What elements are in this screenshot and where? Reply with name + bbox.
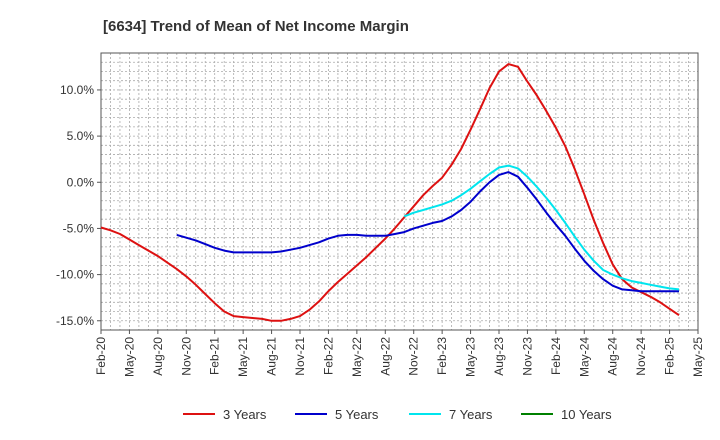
y-tick-label: -5.0% bbox=[63, 221, 95, 235]
chart-title: [6634] Trend of Mean of Net Income Margi… bbox=[103, 18, 409, 35]
series-line-3-years bbox=[100, 63, 680, 322]
x-axis: Feb-20 May-20 Aug-20 Nov-20 Feb-21 May-21 Aug-… bbox=[94, 330, 705, 377]
series-line-7-years bbox=[403, 164, 680, 291]
x-tick-label: Feb-23 bbox=[435, 337, 449, 375]
x-tick-label: Feb-24 bbox=[549, 337, 563, 375]
x-tick-label: May-20 bbox=[122, 337, 136, 377]
legend-label-7-years: 7 Years bbox=[449, 407, 493, 422]
plot-area bbox=[100, 52, 699, 331]
y-tick-label: 10.0% bbox=[60, 83, 94, 97]
x-tick-label: Feb-21 bbox=[208, 337, 222, 375]
gridlines bbox=[101, 53, 698, 330]
x-tick-label: May-22 bbox=[350, 337, 364, 377]
x-tick-label: Aug-22 bbox=[378, 337, 392, 376]
x-tick-label: Feb-25 bbox=[663, 337, 677, 375]
legend: 3 Years 5 Years 7 Years 10 Years bbox=[183, 407, 612, 422]
x-tick-label: Feb-22 bbox=[321, 337, 335, 375]
y-tick-label: 0.0% bbox=[67, 175, 95, 189]
x-tick-label: May-21 bbox=[236, 337, 250, 377]
x-tick-label: Aug-24 bbox=[606, 337, 620, 376]
x-tick-label: Aug-20 bbox=[151, 337, 165, 376]
x-tick-label: Nov-22 bbox=[407, 337, 421, 376]
x-tick-label: Nov-24 bbox=[634, 337, 648, 376]
y-tick-label: -10.0% bbox=[56, 268, 94, 282]
x-tick-label: May-25 bbox=[691, 337, 705, 377]
x-tick-label: Nov-20 bbox=[179, 337, 193, 376]
y-axis: 10.0% 5.0% 0.0% -5.0% -10.0% -15.0% bbox=[56, 83, 101, 328]
x-tick-label: Nov-23 bbox=[520, 337, 534, 376]
series-lines bbox=[100, 63, 680, 322]
x-tick-label: May-24 bbox=[577, 337, 591, 377]
series-line-5-years bbox=[176, 171, 679, 293]
legend-label-10-years: 10 Years bbox=[561, 407, 612, 422]
x-tick-label: Feb-20 bbox=[94, 337, 108, 375]
x-tick-label: May-23 bbox=[464, 337, 478, 377]
legend-label-3-years: 3 Years bbox=[223, 407, 267, 422]
x-tick-label: Aug-21 bbox=[265, 337, 279, 376]
y-tick-label: -15.0% bbox=[56, 314, 94, 328]
x-tick-label: Aug-23 bbox=[492, 337, 506, 376]
y-tick-label: 5.0% bbox=[67, 129, 95, 143]
x-tick-label: Nov-21 bbox=[293, 337, 307, 376]
legend-label-5-years: 5 Years bbox=[335, 407, 379, 422]
